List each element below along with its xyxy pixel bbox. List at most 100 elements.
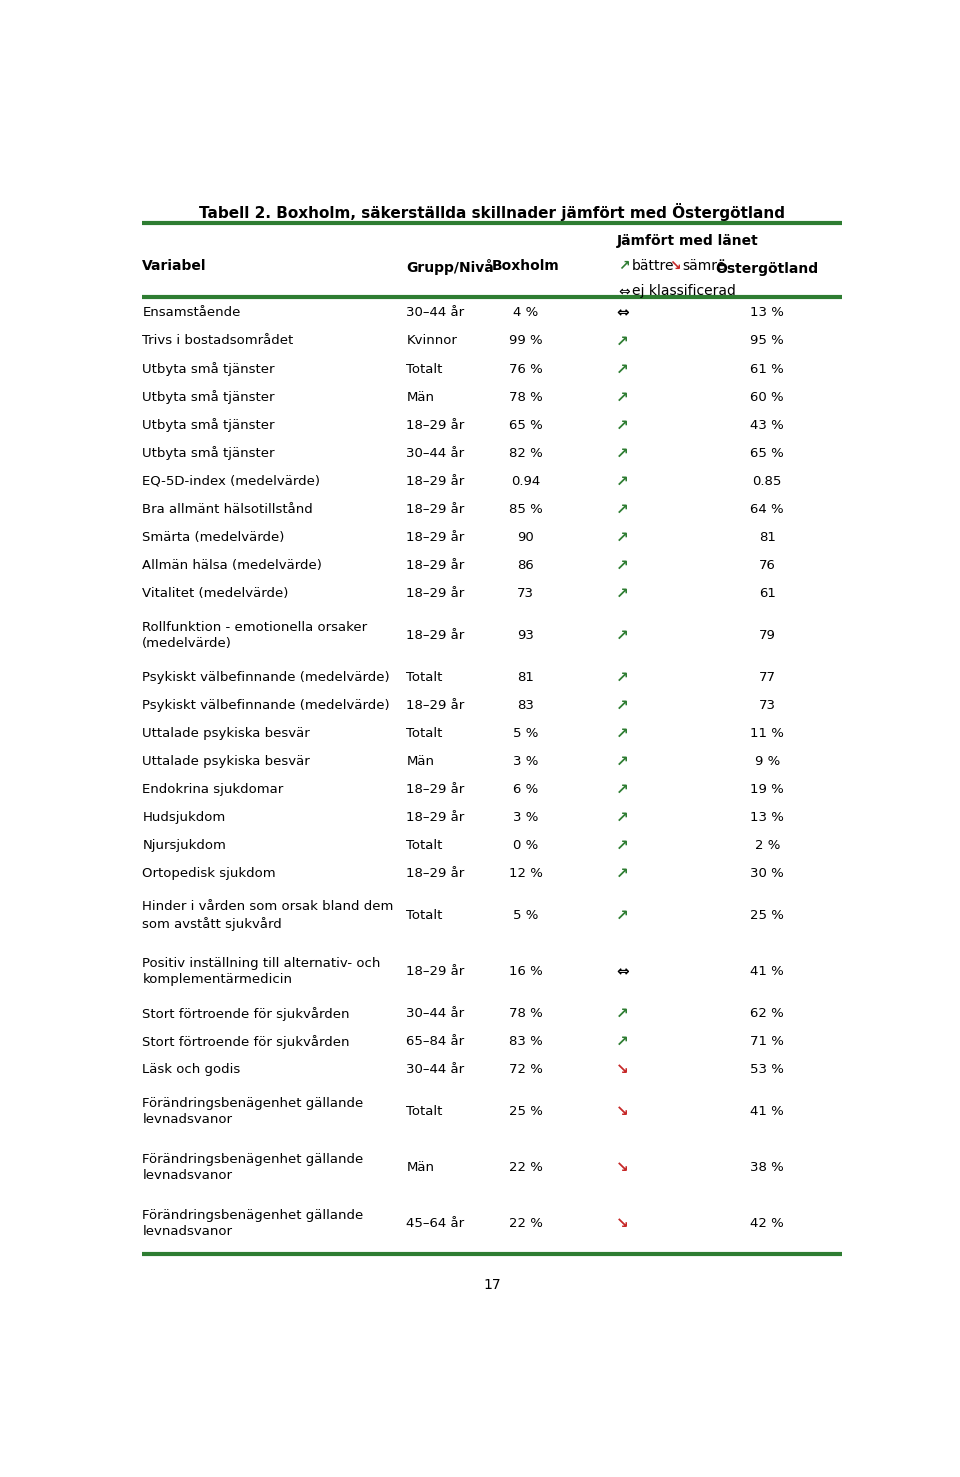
Text: 30–44 år: 30–44 år [406,306,465,319]
Text: 99 %: 99 % [509,334,542,347]
Text: 64 %: 64 % [751,502,784,515]
Text: 2 %: 2 % [755,839,780,852]
Text: 86: 86 [517,558,534,572]
Text: Utbyta små tjänster: Utbyta små tjänster [142,418,275,433]
Text: ↗: ↗ [615,908,629,923]
Text: 18–29 år: 18–29 år [406,964,465,978]
Text: ↗: ↗ [615,446,629,461]
Text: 22 %: 22 % [509,1161,542,1174]
Text: ↗: ↗ [615,1006,629,1021]
Text: ↗: ↗ [615,586,629,601]
Text: Uttalade psykiska besvär: Uttalade psykiska besvär [142,727,310,740]
Text: Totalt: Totalt [406,727,443,740]
Text: Totalt: Totalt [406,910,443,922]
Text: 38 %: 38 % [751,1161,784,1174]
Text: 65 %: 65 % [509,418,542,431]
Text: 76 %: 76 % [509,362,542,375]
Text: 18–29 år: 18–29 år [406,783,465,796]
Text: ↗: ↗ [615,837,629,854]
Text: 82 %: 82 % [509,446,542,459]
Text: 95 %: 95 % [751,334,784,347]
Text: ↘: ↘ [615,1105,629,1120]
Text: 5 %: 5 % [513,727,539,740]
Text: 65–84 år: 65–84 år [406,1035,465,1049]
Text: Endokrina sjukdomar: Endokrina sjukdomar [142,783,283,796]
Text: 73: 73 [517,586,534,600]
Text: Tabell 2. Boxholm, säkerställda skillnader jämfört med Östergötland: Tabell 2. Boxholm, säkerställda skillnad… [199,204,785,222]
Text: 22 %: 22 % [509,1217,542,1230]
Text: ↗: ↗ [615,866,629,882]
Text: 18–29 år: 18–29 år [406,699,465,712]
Text: ↘: ↘ [669,258,681,273]
Text: Förändringsbenägenhet gällande
levnadsvanor: Förändringsbenägenhet gällande levnadsva… [142,1154,364,1183]
Text: ↘: ↘ [615,1062,629,1077]
Text: 78 %: 78 % [509,390,542,403]
Text: Utbyta små tjänster: Utbyta små tjänster [142,446,275,459]
Text: 18–29 år: 18–29 år [406,530,465,544]
Text: ⇔: ⇔ [615,306,629,321]
Text: Positiv inställning till alternativ- och
komplementärmedicin: Positiv inställning till alternativ- och… [142,957,381,987]
Text: 30–44 år: 30–44 år [406,1063,465,1077]
Text: Boxholm: Boxholm [492,258,560,273]
Text: ej klassificerad: ej klassificerad [632,284,735,298]
Text: sämre: sämre [683,258,726,273]
Text: 53 %: 53 % [751,1063,784,1077]
Text: 60 %: 60 % [751,390,784,403]
Text: 18–29 år: 18–29 år [406,811,465,824]
Text: Hudsjukdom: Hudsjukdom [142,811,226,824]
Text: 25 %: 25 % [509,1105,542,1118]
Text: ↗: ↗ [615,334,629,349]
Text: ↗: ↗ [615,1034,629,1049]
Text: Män: Män [406,390,435,403]
Text: bättre: bättre [632,258,674,273]
Text: ↘: ↘ [615,1161,629,1176]
Text: Ortopedisk sjukdom: Ortopedisk sjukdom [142,867,276,880]
Text: 81: 81 [758,530,776,544]
Text: ↗: ↗ [615,362,629,377]
Text: 3 %: 3 % [513,811,539,824]
Text: Stort förtroende för sjukvården: Stort förtroende för sjukvården [142,1007,349,1021]
Text: 72 %: 72 % [509,1063,542,1077]
Text: Allmän hälsa (medelvärde): Allmän hälsa (medelvärde) [142,558,323,572]
Text: 18–29 år: 18–29 år [406,867,465,880]
Text: 42 %: 42 % [751,1217,784,1230]
Text: 30–44 år: 30–44 år [406,1007,465,1021]
Text: Utbyta små tjänster: Utbyta små tjänster [142,390,275,405]
Text: 9 %: 9 % [755,755,780,768]
Text: ⇔: ⇔ [618,284,630,298]
Text: EQ-5D-index (medelvärde): EQ-5D-index (medelvärde) [142,474,321,487]
Text: ↗: ↗ [615,530,629,545]
Text: ↗: ↗ [615,418,629,433]
Text: 12 %: 12 % [509,867,542,880]
Text: Smärta (medelvärde): Smärta (medelvärde) [142,530,285,544]
Text: Män: Män [406,755,435,768]
Text: ↘: ↘ [615,1217,629,1232]
Text: 18–29 år: 18–29 år [406,586,465,600]
Text: ↗: ↗ [615,558,629,573]
Text: ↗: ↗ [618,258,630,273]
Text: 18–29 år: 18–29 år [406,502,465,515]
Text: Vitalitet (medelvärde): Vitalitet (medelvärde) [142,586,289,600]
Text: Förändringsbenägenhet gällande
levnadsvanor: Förändringsbenägenhet gällande levnadsva… [142,1097,364,1127]
Text: Bra allmänt hälsotillstånd: Bra allmänt hälsotillstånd [142,502,313,515]
Text: ↗: ↗ [615,628,629,642]
Text: 71 %: 71 % [751,1035,784,1049]
Text: ↗: ↗ [615,671,629,685]
Text: Totalt: Totalt [406,671,443,684]
Text: ⇔: ⇔ [615,964,629,979]
Text: Östergötland: Östergötland [716,258,819,276]
Text: Uttalade psykiska besvär: Uttalade psykiska besvär [142,755,310,768]
Text: 25 %: 25 % [751,910,784,922]
Text: 41 %: 41 % [751,964,784,978]
Text: 18–29 år: 18–29 år [406,474,465,487]
Text: 6 %: 6 % [513,783,539,796]
Text: Psykiskt välbefinnande (medelvärde): Psykiskt välbefinnande (medelvärde) [142,699,390,712]
Text: 18–29 år: 18–29 år [406,418,465,431]
Text: 18–29 år: 18–29 år [406,558,465,572]
Text: 41 %: 41 % [751,1105,784,1118]
Text: Utbyta små tjänster: Utbyta små tjänster [142,362,275,377]
Text: Kvinnor: Kvinnor [406,334,457,347]
Text: 17: 17 [483,1278,501,1292]
Text: 4 %: 4 % [513,306,539,319]
Text: 79: 79 [758,629,776,642]
